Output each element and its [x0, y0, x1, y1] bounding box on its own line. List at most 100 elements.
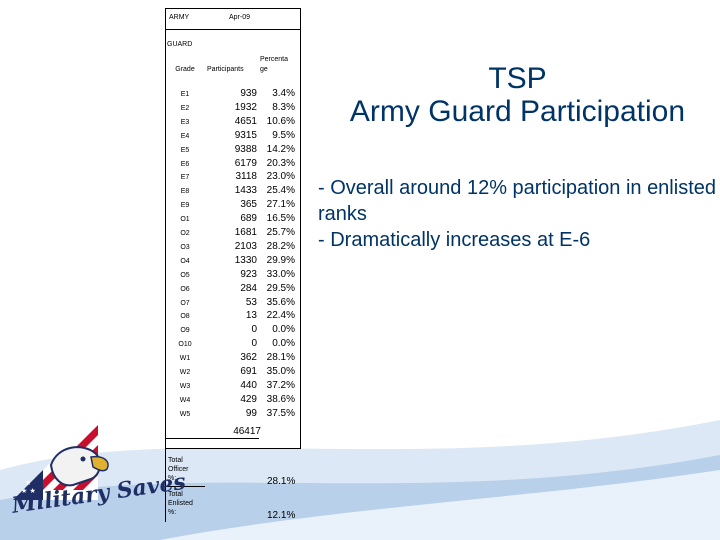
grade-cell: E3 [180, 118, 190, 126]
percentage-cell: 23.0% [266, 171, 295, 183]
participants-cell: 365 [240, 199, 257, 211]
total-participants: 46417 [233, 426, 261, 437]
title-line-1: TSP [488, 62, 547, 95]
grade-cell: E5 [180, 146, 190, 154]
percentage-cell: 29.5% [266, 282, 295, 294]
grade-cell: W2 [179, 369, 191, 376]
percentage-cell: 33.0% [266, 268, 295, 280]
percentage-cell: 9.5% [272, 129, 295, 141]
participants-cell: 0 [251, 338, 257, 350]
grade-cell: W4 [179, 396, 191, 404]
grade-cell: E1 [180, 91, 190, 98]
percentage-cell: 22.4% [266, 310, 295, 322]
eagle-head-icon [49, 446, 109, 487]
percentage-cell: 38.6% [266, 393, 295, 405]
participants-column-header: Participants [207, 66, 244, 73]
percentage-cell: 8.3% [272, 101, 295, 113]
grade-cell: E7 [180, 174, 190, 182]
grade-column-header: Grade [175, 66, 195, 73]
percentage-cell: 10.6% [266, 115, 295, 127]
participants-cell: 9315 [234, 129, 257, 141]
grade-cell: E4 [180, 132, 190, 140]
grade-cell: E6 [180, 160, 190, 168]
percentage-cell: 35.0% [266, 366, 295, 377]
enlisted-percentage: 12.1% [267, 510, 296, 521]
participants-cell: 1681 [234, 227, 257, 238]
grade-cell: O2 [180, 230, 190, 237]
enlisted-label-3: %: [168, 509, 177, 516]
title-line-2: Army Guard Participation [349, 95, 686, 128]
participants-cell: 284 [240, 282, 257, 294]
percentage-cell: 25.4% [266, 185, 295, 197]
percentage-cell: 28.2% [266, 240, 295, 252]
guard-header: GUARD [167, 41, 193, 48]
percentage-column-header-2: ge [260, 66, 268, 73]
grade-cell: O10 [178, 341, 192, 349]
percentage-cell: 29.9% [266, 254, 295, 266]
officer-label-2: Officer [168, 466, 189, 473]
percentage-column-header: Percenta [260, 56, 289, 63]
grade-cell: E8 [180, 188, 190, 196]
grade-cell: W5 [179, 410, 191, 418]
svg-text:★ ★: ★ ★ [21, 487, 36, 495]
date-header: Apr-09 [229, 14, 251, 21]
officer-percentage: 28.1% [267, 476, 296, 487]
participants-cell: 99 [245, 407, 257, 419]
participants-cell: 939 [240, 88, 257, 99]
participants-cell: 4651 [234, 115, 257, 127]
participants-cell: 1433 [234, 185, 257, 197]
participants-cell: 53 [245, 296, 257, 308]
percentage-cell: 28.1% [266, 352, 295, 364]
officer-label-1: Total [168, 457, 183, 464]
participants-cell: 3118 [235, 171, 257, 183]
grade-cell: O3 [180, 243, 190, 251]
percentage-cell: 27.1% [266, 199, 295, 211]
eagle-flag-logo: ★ ★ ★ [13, 415, 109, 500]
participants-cell: 429 [240, 393, 257, 405]
bullet-2: - Dramatically increases at E-6 [318, 229, 591, 251]
grade-cell: O5 [180, 271, 190, 279]
percentage-cell: 16.5% [266, 213, 295, 225]
percentage-cell: 0.0% [272, 324, 295, 336]
percentage-cell: 3.4% [272, 88, 295, 99]
bullet-1: - Overall around 12% participation in en… [318, 177, 716, 225]
svg-text:★: ★ [25, 479, 31, 487]
grade-cell: W1 [179, 355, 191, 363]
grade-cell: O7 [180, 299, 190, 307]
percentage-cell: 37.2% [266, 379, 295, 391]
participants-cell: 9388 [234, 143, 257, 155]
grade-cell: W3 [179, 382, 191, 390]
participants-cell: 440 [240, 379, 257, 391]
grade-cell: O8 [180, 313, 190, 321]
slide-title: TSP Army Guard Participation [320, 62, 715, 128]
percentage-cell: 0.0% [272, 338, 295, 350]
grade-cell: O1 [180, 216, 190, 224]
participants-cell: 689 [240, 213, 257, 225]
grade-cell: O9 [180, 327, 190, 335]
percentage-cell: 37.5% [266, 407, 295, 419]
officer-label-3: %: [168, 475, 177, 482]
participants-cell: 2103 [234, 240, 257, 252]
enlisted-label-1: Total [168, 491, 183, 498]
grade-cell: O6 [180, 285, 190, 293]
participants-cell: 1330 [234, 254, 257, 266]
enlisted-label-2: Enlisted [168, 500, 193, 507]
participants-cell: 6179 [234, 157, 257, 169]
grade-cell: E9 [180, 202, 190, 210]
grade-cell: E2 [180, 104, 190, 112]
participants-cell: 1932 [234, 101, 257, 113]
percentage-cell: 35.6% [266, 296, 295, 308]
participants-cell: 923 [240, 268, 257, 280]
bullet-list: - Overall around 12% participation in en… [318, 175, 718, 253]
participants-cell: 0 [251, 324, 257, 336]
participants-cell: 691 [240, 366, 257, 377]
grade-cell: O4 [180, 257, 190, 265]
percentage-cell: 25.7% [266, 227, 295, 238]
percentage-cell: 14.2% [266, 143, 295, 155]
participants-cell: 362 [240, 352, 257, 364]
participants-cell: 13 [245, 310, 257, 322]
percentage-cell: 20.3% [266, 157, 295, 169]
army-header: ARMY [169, 14, 190, 21]
participation-table: ARMY Apr-09 GUARD Grade Participants Per… [165, 8, 301, 522]
